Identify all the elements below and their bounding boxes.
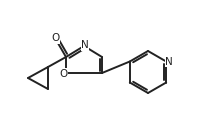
Text: N: N <box>81 40 89 50</box>
Text: O: O <box>59 69 67 79</box>
Text: O: O <box>51 33 59 43</box>
Text: N: N <box>165 57 173 67</box>
